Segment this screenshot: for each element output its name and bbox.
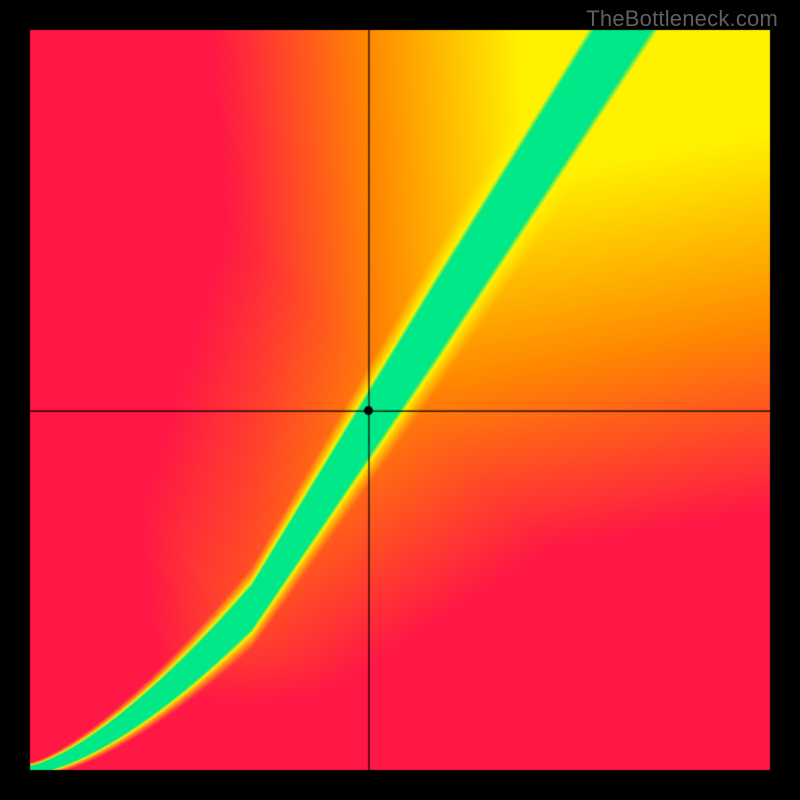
- bottleneck-heatmap: [0, 0, 800, 800]
- watermark-text: TheBottleneck.com: [586, 6, 778, 32]
